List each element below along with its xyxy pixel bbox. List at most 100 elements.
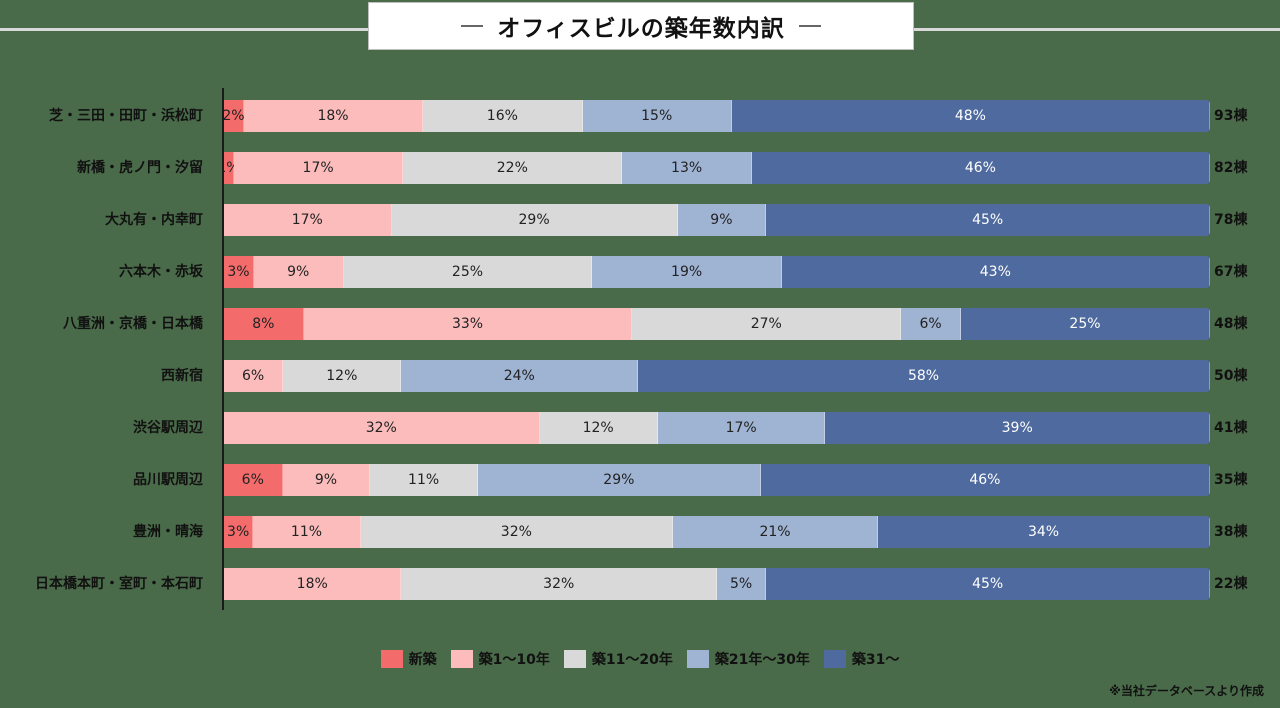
bar-segment: 16% [423, 100, 583, 132]
total-label: 93棟 [1214, 108, 1248, 124]
legend-label: 築21年〜30年 [714, 652, 810, 668]
bar-segment: 27% [632, 308, 902, 340]
chart-row: 西新宿 6% 12% 24% 58% 50棟 [0, 360, 1280, 392]
category-label: 西新宿 [161, 368, 203, 384]
bar-segment: 46% [760, 464, 1210, 496]
total-label: 67棟 [1214, 264, 1248, 280]
chart-row: 新橋・虎ノ門・汐留 1%17%22%13%46%82棟 [0, 152, 1280, 184]
bar-segment: 6% [901, 308, 961, 340]
bar-segment: 11% [253, 516, 361, 548]
bar-segment: 25% [960, 308, 1210, 340]
title-rule-left [0, 28, 368, 31]
category-label: 新橋・虎ノ門・汐留 [77, 160, 203, 176]
bar-segment: 2% [224, 100, 245, 132]
bar-segment: 24% [401, 360, 639, 392]
bar-segment: 13% [622, 152, 752, 184]
legend-swatch [686, 650, 709, 668]
bar-segment: 58% [638, 360, 1210, 392]
legend-label: 築11〜20年 [591, 652, 673, 668]
bar-segment: 6% [224, 360, 284, 392]
title-dash-left [461, 25, 484, 27]
chart-title: オフィスビルの築年数内訳 [497, 16, 785, 42]
legend-label: 築1〜10年 [478, 652, 550, 668]
chart-row: 品川駅周辺 6% 9% 11% 29% 46% 35棟 [0, 464, 1280, 496]
stacked-bar: 17% 29% 9% 45% [224, 204, 1210, 236]
bar-segment: 17% [233, 152, 404, 184]
bar-segment: 29% [477, 464, 761, 496]
category-axis-line [222, 88, 224, 610]
bar-segment: 32% [224, 412, 540, 444]
bar-segment: 9% [677, 204, 767, 236]
total-label: 48棟 [1214, 316, 1248, 332]
bar-segment: 11% [370, 464, 478, 496]
bar-segment: 6% [224, 464, 283, 496]
stacked-bar: 3% 11% 32% 21% 34% [224, 516, 1210, 548]
total-label: 78棟 [1214, 212, 1248, 228]
chart-row: 豊洲・晴海 3% 11% 32% 21% 34% 38棟 [0, 516, 1280, 548]
chart-row: 日本橋本町・室町・本石町 18% 32% 5% 45% 22棟 [0, 568, 1280, 600]
category-label: 品川駅周辺 [133, 472, 203, 488]
bar-segment: 21% [673, 516, 879, 548]
bar-segment: 33% [303, 308, 633, 340]
stacked-bar: 6% 12% 24% 58% [224, 360, 1210, 392]
legend-label: 築31〜 [851, 652, 900, 668]
legend: 新築 築1〜10年 築11〜20年 築21年〜30年 築31〜 [0, 648, 1280, 670]
stacked-bar: 1%17%22%13%46% [224, 152, 1210, 184]
bar-segment: 9% [282, 464, 371, 496]
bar-segment: 32% [401, 568, 717, 600]
bar-segment: 8% [224, 308, 304, 340]
bar-segment: 46% [751, 152, 1210, 184]
stacked-bar: 18% 32% 5% 45% [224, 568, 1210, 600]
bar-segment: 12% [283, 360, 402, 392]
source-note: ※当社データベースより作成 [1109, 684, 1264, 698]
bar-segment: 19% [592, 256, 782, 288]
bar-segment: 25% [343, 256, 593, 288]
legend-item: 築1〜10年 [450, 649, 550, 669]
legend-swatch [563, 650, 586, 668]
legend-item: 築11〜20年 [563, 649, 673, 669]
legend-swatch [823, 650, 846, 668]
stacked-bar: 6% 9% 11% 29% 46% [224, 464, 1210, 496]
bar-segment: 43% [781, 256, 1210, 288]
bar-segment: 12% [539, 412, 658, 444]
stacked-bar: 2% 18% 16% 15% 48% [224, 100, 1210, 132]
total-label: 22棟 [1214, 576, 1248, 592]
total-label: 41棟 [1214, 420, 1248, 436]
bar-segment: 32% [360, 516, 674, 548]
legend-item: 築21年〜30年 [686, 649, 810, 669]
bar-segment: 3% [224, 516, 254, 548]
category-label: 豊洲・晴海 [133, 524, 203, 540]
bar-segment: 3% [224, 256, 254, 288]
total-label: 35棟 [1214, 472, 1248, 488]
stacked-bar: 3% 9% 25% 19% 43% [224, 256, 1210, 288]
bar-segment: 5% [716, 568, 767, 600]
bar-segment: 45% [766, 568, 1210, 600]
legend-swatch [380, 650, 403, 668]
bar-segment: 17% [657, 412, 826, 444]
chart-row: 六本木・赤坂 3% 9% 25% 19% 43% 67棟 [0, 256, 1280, 288]
legend-label: 新築 [408, 652, 437, 668]
category-label: 日本橋本町・室町・本石町 [35, 576, 203, 592]
stacked-bar: 8% 33% 27% 6% 25% [224, 308, 1210, 340]
bar-segment: 18% [243, 100, 424, 132]
bar-segment: 34% [878, 516, 1210, 548]
bar-segment: 22% [403, 152, 623, 184]
category-label: 芝・三田・田町・浜松町 [49, 108, 203, 124]
chart-row: 大丸有・内幸町 17% 29% 9% 45% 78棟 [0, 204, 1280, 236]
bar-segment: 17% [224, 204, 392, 236]
category-label: 大丸有・内幸町 [105, 212, 203, 228]
bar-segment: 45% [766, 204, 1210, 236]
chart-row: 芝・三田・田町・浜松町 2% 18% 16% 15% 48% 93棟 [0, 100, 1280, 132]
category-label: 渋谷駅周辺 [133, 420, 203, 436]
chart-row: 渋谷駅周辺 32% 12% 17% 39% 41棟 [0, 412, 1280, 444]
legend-item: 築31〜 [823, 649, 900, 669]
category-label: 六本木・赤坂 [119, 264, 203, 280]
title-rule-right [914, 28, 1280, 31]
bar-segment: 39% [825, 412, 1210, 444]
legend-item: 新築 [380, 649, 437, 669]
bar-segment: 1% [224, 152, 240, 184]
bar-segment: 9% [253, 256, 344, 288]
bar-segment: 15% [582, 100, 732, 132]
total-label: 50棟 [1214, 368, 1248, 384]
bar-segment: 29% [391, 204, 678, 236]
